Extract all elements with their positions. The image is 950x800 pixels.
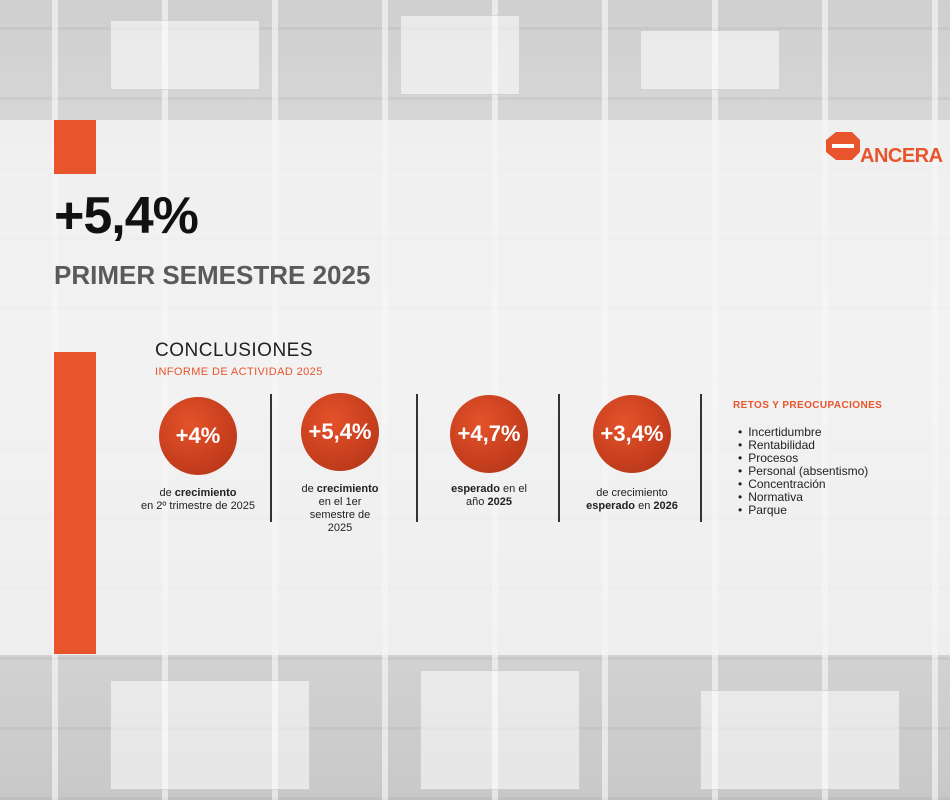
list-item: Rentabilidad — [738, 439, 868, 452]
stat-description: de crecimiento en el 1er semestre de 202… — [301, 483, 379, 534]
conclusions-subtitle: INFORME DE ACTIVIDAD 2025 — [155, 366, 323, 378]
accent-bar-top — [54, 120, 96, 174]
divider — [700, 394, 702, 522]
retos-title: RETOS Y PREOCUPACIONES — [733, 400, 883, 411]
conclusions-title: CONCLUSIONES — [155, 340, 314, 361]
accent-bar-left — [54, 352, 96, 654]
stat-circle: +3,4% — [593, 395, 671, 473]
stat-card: +5,4% de crecimiento en el 1er semestre … — [275, 393, 405, 535]
ancera-logo-icon — [826, 132, 860, 160]
list-item: Personal (absentismo) — [738, 465, 868, 478]
stat-description: de crecimiento esperado en 2026 — [586, 487, 678, 512]
stat-circle: +4% — [159, 397, 237, 475]
list-item: Procesos — [738, 452, 868, 465]
list-item: Incertidumbre — [738, 426, 868, 439]
headline-subtitle: PRIMER SEMESTRE 2025 — [54, 260, 371, 290]
divider — [558, 394, 560, 522]
stat-description: esperado en el año 2025 — [451, 483, 527, 508]
retos-list: Incertidumbre Rentabilidad Procesos Pers… — [738, 426, 868, 517]
content-panel — [0, 120, 950, 655]
list-item: Normativa — [738, 491, 868, 504]
stat-card: +4% de crecimiento en 2º trimestre de 20… — [133, 397, 263, 513]
divider — [270, 394, 272, 522]
stat-card: +3,4% de crecimiento esperado en 2026 — [567, 395, 697, 513]
stat-circle: +5,4% — [301, 393, 379, 471]
stat-card: +4,7% esperado en el año 2025 — [424, 395, 554, 509]
stat-description: de crecimiento en 2º trimestre de 2025 — [140, 487, 256, 512]
headline-stat: +5,4% — [54, 187, 199, 245]
list-item: Parque — [738, 504, 868, 517]
list-item: Concentración — [738, 478, 868, 491]
stat-circle: +4,7% — [450, 395, 528, 473]
logo-text: ANCERA — [860, 145, 943, 167]
divider — [416, 394, 418, 522]
